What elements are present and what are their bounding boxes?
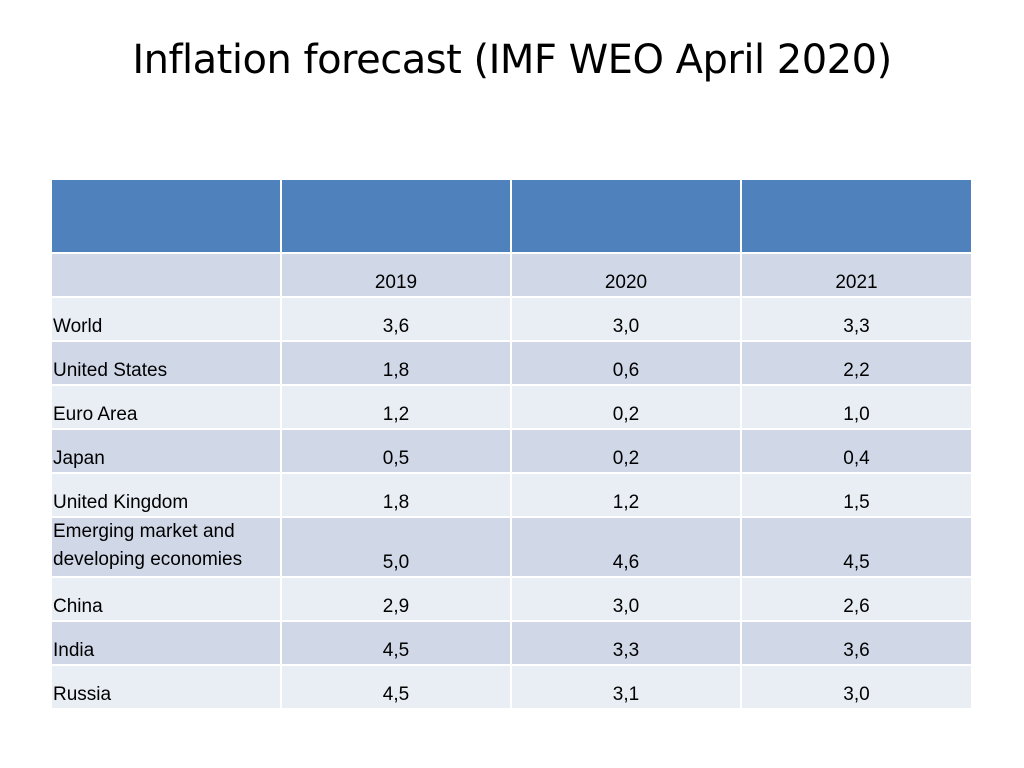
value-cell: 0,4 xyxy=(742,430,971,472)
value-cell: 5,0 xyxy=(282,518,510,576)
value-cell: 1,2 xyxy=(512,474,740,516)
row-label: China xyxy=(52,578,280,620)
value-cell: 0,2 xyxy=(512,430,740,472)
row-label: Russia xyxy=(52,666,280,708)
table-row: Russia 4,5 3,1 3,0 xyxy=(52,666,971,708)
value-cell: 3,0 xyxy=(742,666,971,708)
value-cell: 3,6 xyxy=(742,622,971,664)
value-cell: 1,5 xyxy=(742,474,971,516)
row-label: Emerging market and developing economies xyxy=(52,518,280,576)
table-row: United States 1,8 0,6 2,2 xyxy=(52,342,971,384)
row-label: India xyxy=(52,622,280,664)
table-row: India 4,5 3,3 3,6 xyxy=(52,622,971,664)
value-cell: 2,9 xyxy=(282,578,510,620)
value-cell: 4,5 xyxy=(282,622,510,664)
table-row: Euro Area 1,2 0,2 1,0 xyxy=(52,386,971,428)
value-cell: 2,2 xyxy=(742,342,971,384)
table-header-row xyxy=(52,180,971,252)
value-cell: 4,5 xyxy=(282,666,510,708)
table-row: United Kingdom 1,8 1,2 1,5 xyxy=(52,474,971,516)
year-header: 2019 xyxy=(282,254,510,296)
row-label: Euro Area xyxy=(52,386,280,428)
table-row: Japan 0,5 0,2 0,4 xyxy=(52,430,971,472)
row-label: World xyxy=(52,298,280,340)
value-cell: 1,0 xyxy=(742,386,971,428)
value-cell: 0,2 xyxy=(512,386,740,428)
row-label: United States xyxy=(52,342,280,384)
value-cell: 3,3 xyxy=(512,622,740,664)
header-cell xyxy=(282,180,510,252)
value-cell: 3,0 xyxy=(512,578,740,620)
value-cell: 2,6 xyxy=(742,578,971,620)
row-label: United Kingdom xyxy=(52,474,280,516)
header-cell xyxy=(512,180,740,252)
header-cell xyxy=(52,180,280,252)
table-row: World 3,6 3,0 3,3 xyxy=(52,298,971,340)
inflation-table: 2019 2020 2021 World 3,6 3,0 3,3 United … xyxy=(50,178,973,710)
years-row-corner xyxy=(52,254,280,296)
table-row: Emerging market and developing economies… xyxy=(52,518,971,576)
years-row: 2019 2020 2021 xyxy=(52,254,971,296)
value-cell: 4,6 xyxy=(512,518,740,576)
value-cell: 1,2 xyxy=(282,386,510,428)
value-cell: 3,0 xyxy=(512,298,740,340)
header-cell xyxy=(742,180,971,252)
slide-title: Inflation forecast (IMF WEO April 2020) xyxy=(132,37,892,83)
table-row: China 2,9 3,0 2,6 xyxy=(52,578,971,620)
value-cell: 0,6 xyxy=(512,342,740,384)
value-cell: 1,8 xyxy=(282,342,510,384)
value-cell: 3,1 xyxy=(512,666,740,708)
row-label: Japan xyxy=(52,430,280,472)
year-header: 2021 xyxy=(742,254,971,296)
value-cell: 1,8 xyxy=(282,474,510,516)
value-cell: 3,3 xyxy=(742,298,971,340)
value-cell: 0,5 xyxy=(282,430,510,472)
value-cell: 4,5 xyxy=(742,518,971,576)
value-cell: 3,6 xyxy=(282,298,510,340)
year-header: 2020 xyxy=(512,254,740,296)
